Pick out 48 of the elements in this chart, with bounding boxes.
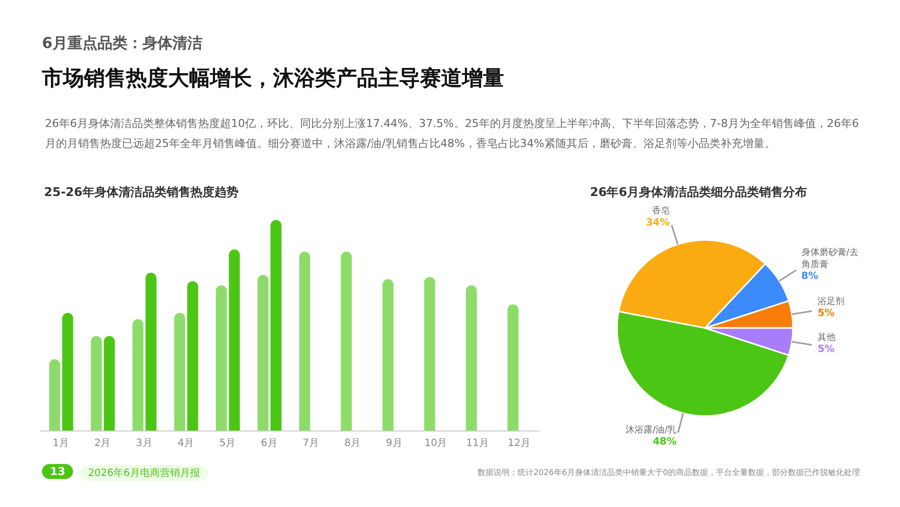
bar [62, 312, 74, 431]
bar [382, 279, 394, 431]
x-tick-label: 3月 [136, 438, 152, 450]
data-label: 34% [646, 218, 670, 229]
data-label: 5% [818, 308, 835, 320]
slice-label: 香皂 [652, 206, 670, 217]
text: 6月重点品类：身体清洁 [42, 34, 202, 53]
bar [340, 252, 352, 431]
text: 26年6月身体清洁品类整体销售热度超10亿，环比、同比分别上涨17.44%、37.5%。25年的月度热度呈上半年冲高、下半年回落态势，7-8月为全年销售峰值，26年6月的月销售热度已远超25年全年月销售峰值。细分赛道中，沐浴露/油/乳销售占比48%，香皂占比34%紧随其后，磨砂膏、浴足剂等小品类补充增量。 [45, 116, 860, 152]
bar [146, 272, 156, 431]
x-tick-label: 4月 [178, 438, 194, 450]
bar [216, 285, 227, 431]
bar [508, 304, 518, 431]
x-tick-label: 11月 [466, 438, 489, 450]
x-tick-label: 12月 [508, 438, 531, 450]
x-tick-label: 9月 [386, 438, 402, 450]
x-tick-label: 5月 [219, 438, 236, 450]
text: 2026年6月电商营销月报 [80, 465, 208, 481]
slice-label: 浴足剂 [818, 296, 845, 308]
bar [90, 336, 102, 431]
text: 市场销售热度大幅增长，沐浴类产品主导赛道增量 [42, 65, 504, 92]
bar [270, 220, 282, 431]
bar [187, 281, 198, 431]
slice-label: 沐浴露/油/乳 [626, 424, 677, 436]
data-label: 5% [818, 344, 835, 355]
x-tick-label: 7月 [302, 438, 320, 450]
bar [299, 252, 310, 431]
slice-label: 其他 [818, 332, 836, 343]
x-tick-label: 2月 [94, 438, 111, 450]
chart-title: 25-26年身体清洁品类销售热度趋势 [44, 184, 238, 201]
chart-title: 26年6月身体清洁品类细分品类销售分布 [590, 184, 808, 201]
x-tick-label: 10月 [424, 438, 448, 450]
bar [466, 285, 477, 431]
data-label: 8% [801, 270, 818, 282]
bar [49, 359, 60, 431]
bar [228, 250, 240, 431]
bar [104, 336, 115, 431]
x-tick-label: 6月 [260, 438, 278, 450]
bar [424, 276, 436, 431]
x-tick-label: 8月 [344, 438, 361, 450]
bar [174, 312, 186, 431]
data-label: 48% [652, 436, 677, 448]
bar [132, 319, 144, 431]
bar [258, 274, 268, 431]
x-tick-label: 1月 [52, 438, 70, 450]
text: 数据说明：统计2026年6月身体清洁品类中销量大于0的商品数据，平台全量数据，部分数据已作脱敏化处理 [476, 467, 860, 478]
slice-label: 身体磨砂膏/去角质膏 [801, 246, 858, 270]
text: 13 [42, 464, 74, 479]
